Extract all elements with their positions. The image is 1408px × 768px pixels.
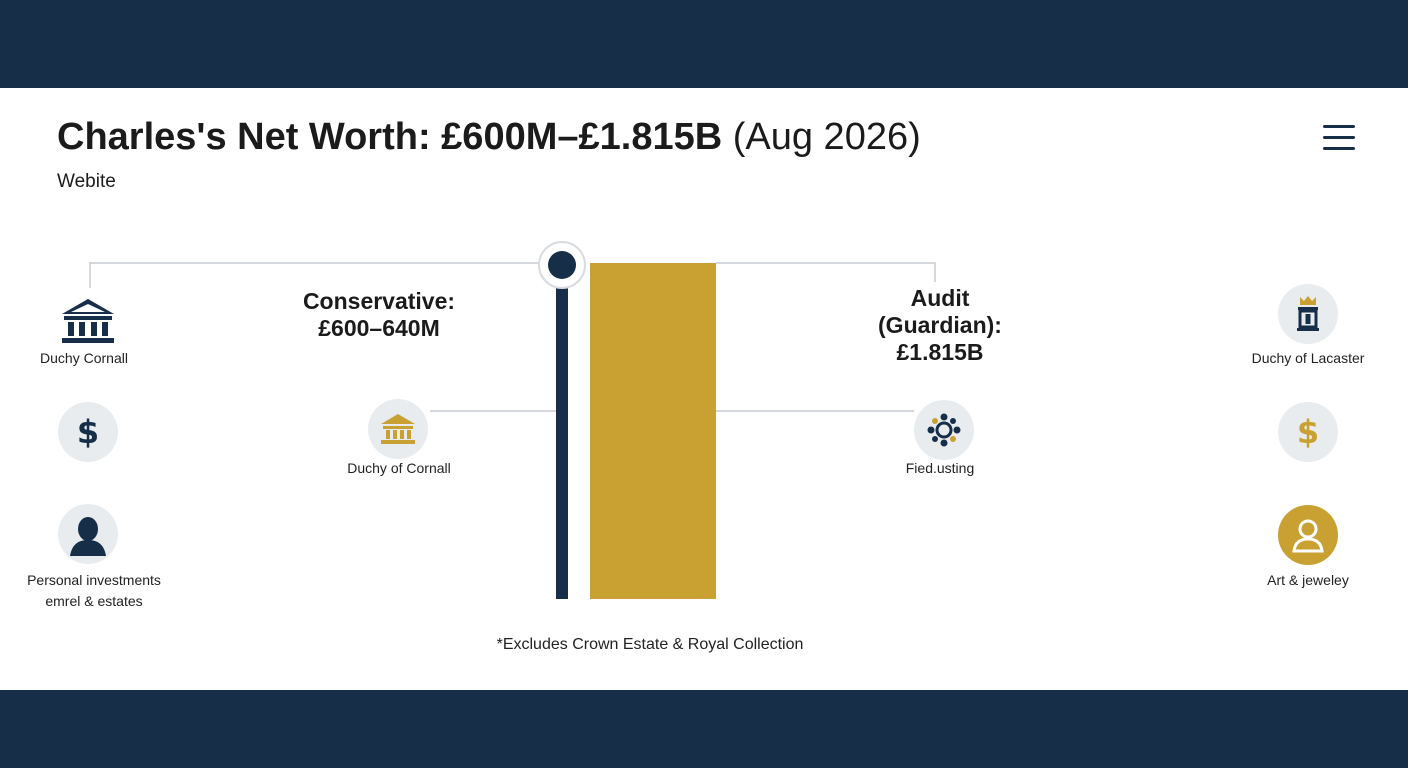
audit-value: £1.815B	[896, 339, 984, 365]
left-label-duchy-cornall: Duchy Cornall	[40, 350, 128, 366]
person-icon	[1292, 519, 1324, 553]
left-person-icon-circle	[58, 504, 118, 564]
audit-callout: Audit (Guardian): £1.815B	[840, 285, 1040, 366]
svg-text:$: $	[77, 414, 99, 450]
conservative-bar	[556, 283, 568, 599]
audit-source: (Guardian):	[878, 312, 1002, 338]
left-dollar-icon-circle: $	[58, 402, 118, 462]
hamburger-menu-icon	[1323, 125, 1355, 128]
bottom-band	[0, 690, 1408, 768]
audit-sub-label: Fied.usting	[905, 460, 975, 476]
right-icon-circle-1	[1278, 284, 1338, 344]
slider-knob[interactable]	[538, 241, 586, 289]
crown-pillar-icon	[1297, 296, 1319, 331]
right-person-icon-circle	[1278, 505, 1338, 565]
audit-icon-circle	[914, 400, 974, 460]
top-band	[0, 0, 1408, 88]
left-label-personal-investments-2: emrel & estates	[45, 593, 143, 609]
title-main: Charles's Net Worth: £600M–£1.815B	[57, 116, 723, 158]
conservative-sub-label: Duchy of Cornall	[347, 460, 451, 476]
audit-label: Audit	[910, 285, 970, 311]
conservative-label: Conservative:	[302, 288, 456, 314]
person-icon	[70, 517, 106, 556]
right-dollar-icon-circle: $	[1278, 402, 1338, 462]
menu-button[interactable]	[1318, 120, 1360, 156]
bank-building-icon	[58, 296, 118, 346]
gear-network-icon	[927, 413, 961, 447]
left-label-personal-investments-1: Personal investments	[27, 572, 161, 588]
conservative-value: £600–640M	[318, 315, 440, 341]
right-label-duchy-lancaster: Duchy of Lacaster	[1251, 350, 1365, 366]
title-date: (Aug 2026)	[732, 116, 921, 158]
bank-building-icon	[381, 414, 415, 444]
slider-knob-dot	[548, 251, 576, 279]
dollar-icon: $	[77, 414, 99, 450]
svg-text:$: $	[1297, 414, 1319, 450]
page-subtitle: Webite	[57, 171, 116, 192]
footnote: *Excludes Crown Estate & Royal Collectio…	[496, 636, 804, 653]
conservative-callout: Conservative: £600–640M	[279, 288, 479, 342]
hamburger-menu-icon-line	[1323, 147, 1355, 150]
right-label-art-jewelry: Art & jeweley	[1267, 572, 1349, 588]
audit-bar	[590, 263, 716, 599]
conservative-icon-circle	[368, 399, 428, 459]
hamburger-menu-icon-line	[1323, 136, 1355, 139]
page-title: Charles's Net Worth: £600M–£1.815B (Aug …	[57, 114, 921, 160]
dollar-icon: $	[1297, 414, 1319, 450]
